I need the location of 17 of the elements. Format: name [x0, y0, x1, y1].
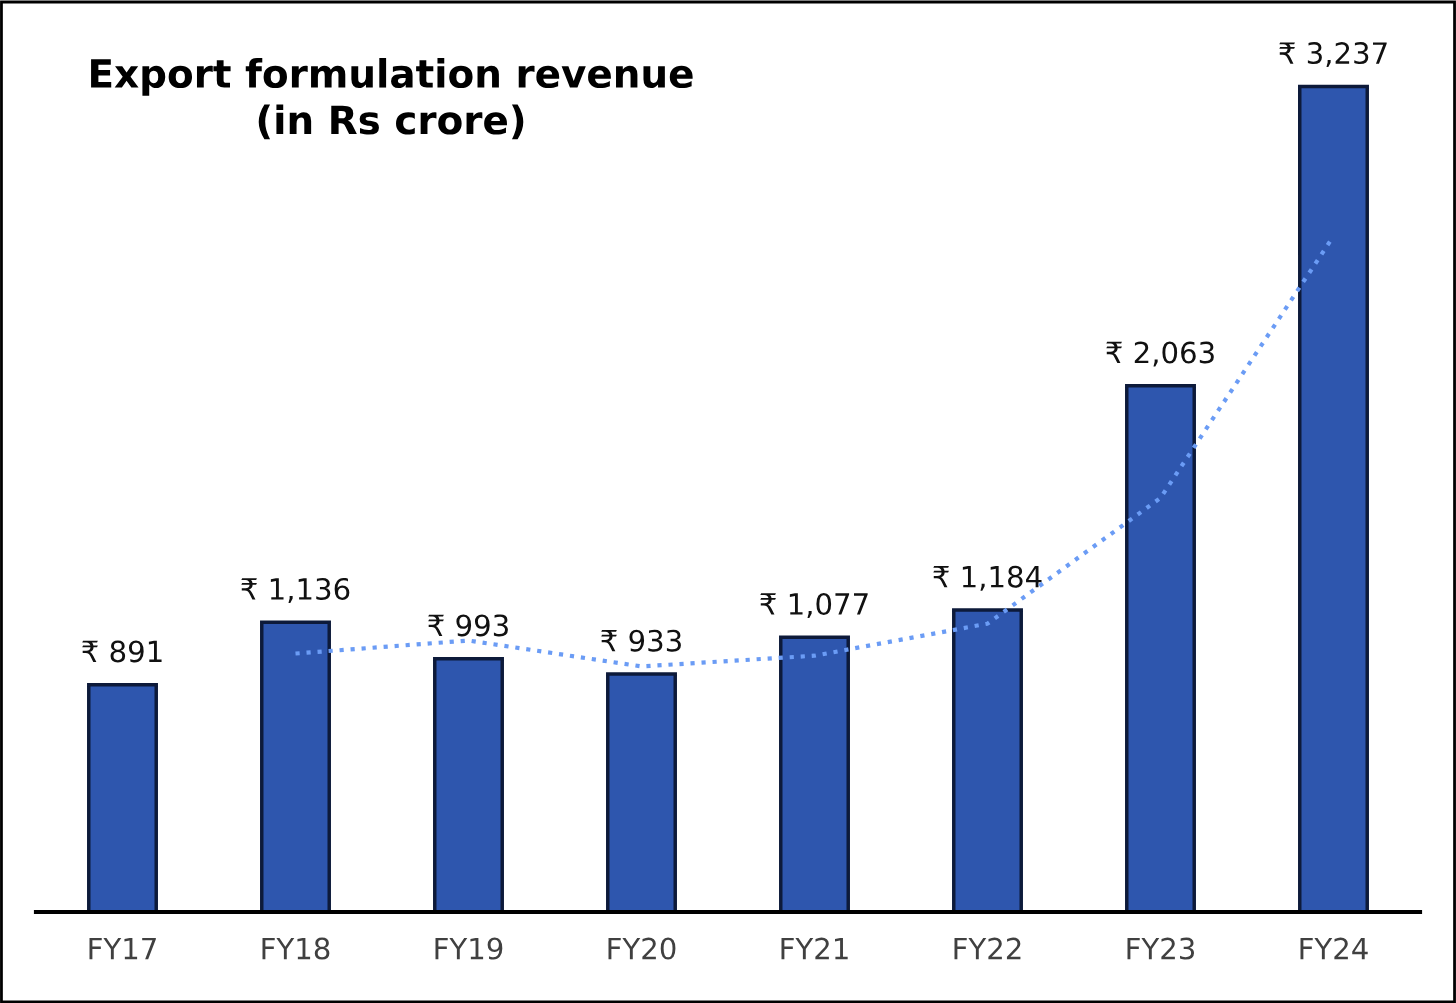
data-label: ₹ 933 — [601, 629, 681, 652]
x-tick-label: FY21 — [781, 937, 848, 960]
data-label: ₹ 1,136 — [241, 577, 350, 603]
data-label: ₹ 1,184 — [933, 565, 1042, 591]
data-label: ₹ 2,063 — [1106, 341, 1214, 367]
data-label: ₹ 891 — [82, 640, 162, 663]
chart-title: Export formulation revenue (in Rs crore) — [91, 58, 693, 140]
data-label: ₹ 3,237 — [1279, 42, 1387, 68]
x-tick-label: FY19 — [435, 937, 503, 960]
data-label: ₹ 1,077 — [760, 592, 868, 618]
x-tick-label: FY24 — [1300, 937, 1368, 960]
x-tick-label: FY17 — [89, 937, 156, 960]
x-tick-label: FY18 — [262, 937, 330, 960]
x-tick-label: FY23 — [1127, 937, 1195, 960]
x-tick-label: FY20 — [608, 937, 676, 960]
data-label: ₹ 993 — [428, 614, 508, 637]
x-tick-label: FY22 — [954, 937, 1021, 960]
